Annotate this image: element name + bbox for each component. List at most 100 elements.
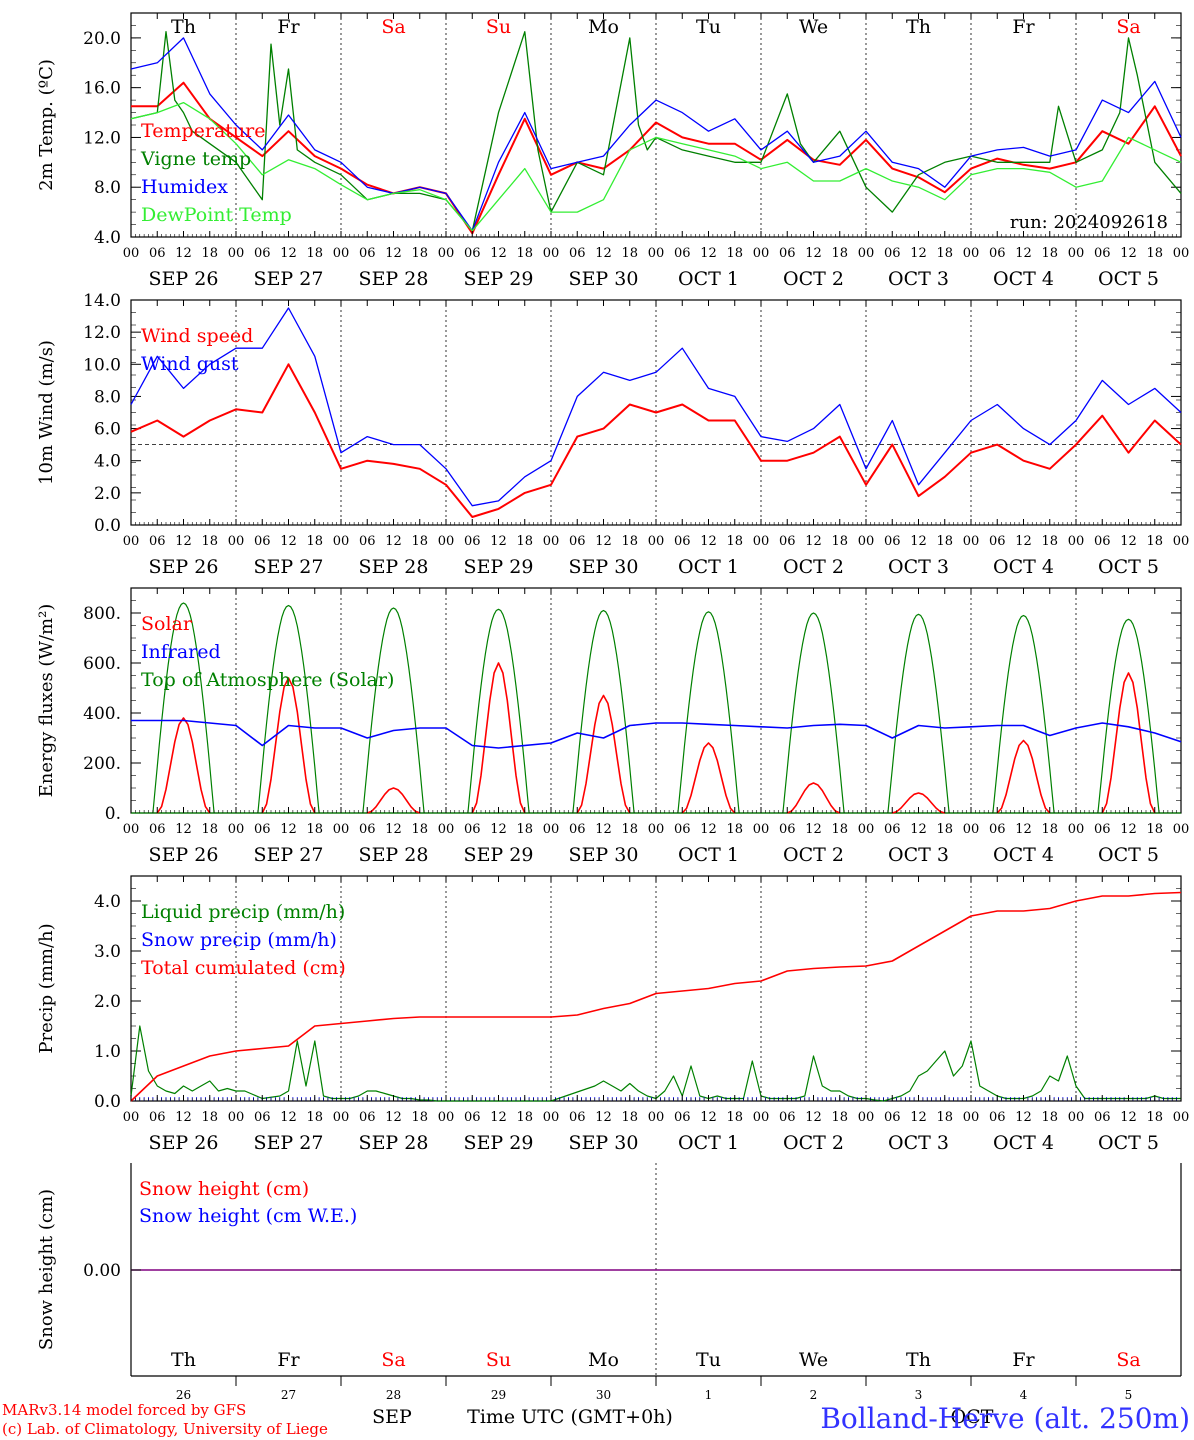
y-tick-label: 1.0 <box>94 1042 121 1062</box>
y-tick-label: 2.0 <box>94 992 121 1012</box>
hour-tick-label: 12 <box>805 534 822 549</box>
hour-tick-label: 18 <box>831 1110 848 1125</box>
y-tick-label: 6.0 <box>94 420 121 440</box>
hour-tick-label: 18 <box>411 1110 428 1125</box>
hour-tick-label: 00 <box>858 246 875 261</box>
date-label: OCT 2 <box>783 1132 844 1154</box>
legend-entry: Humidex <box>141 176 228 198</box>
hour-tick-label: 12 <box>700 246 717 261</box>
panels-layer: 4.08.012.016.020.02m Temp. (ºC)00 06 12 18 0… <box>36 12 1190 1402</box>
y-tick-label: 200. <box>83 754 121 774</box>
date-label: SEP 27 <box>254 268 324 290</box>
hour-tick-label: 12 <box>385 246 402 261</box>
series-line <box>130 31 1182 232</box>
hour-tick-label: 18 <box>621 822 638 837</box>
date-label: OCT 5 <box>1098 844 1159 866</box>
panel-2: 0.0 2.0 4.0 6.0 8.0 10.0 12.0 14.0 10m Wind (m/s… <box>36 291 1189 578</box>
hour-tick-label: 12 <box>700 1110 717 1125</box>
series-line <box>677 611 740 814</box>
hour-tick-label: 00 <box>333 534 350 549</box>
date-label: OCT 3 <box>888 556 949 578</box>
hour-tick-label: 06 <box>464 246 481 261</box>
hour-tick-label: 00 <box>648 534 665 549</box>
hour-tick-label: 00 <box>1173 246 1190 261</box>
date-label: OCT 1 <box>678 268 739 290</box>
y-tick-label: 4.0 <box>94 228 121 248</box>
series-line <box>261 677 316 814</box>
legend-entry: Top of Atmosphere (Solar) <box>141 669 394 691</box>
hour-tick-label: 12 <box>280 1110 297 1125</box>
series-line <box>131 719 1182 749</box>
date-label: OCT 4 <box>993 1132 1054 1154</box>
date-label: OCT 5 <box>1098 556 1159 578</box>
y-axis-label: 2m Temp. (ºC) <box>36 59 57 191</box>
date-label: OCT 3 <box>888 1132 949 1154</box>
series-line <box>471 662 526 814</box>
hour-tick-label: 18 <box>1146 822 1163 837</box>
series-line <box>362 607 425 814</box>
hour-tick-label: 18 <box>1041 1110 1058 1125</box>
day-number-label: 2 <box>810 1388 818 1402</box>
hour-tick-label: 00 <box>1068 1110 1085 1125</box>
legend-entry: Snow precip (mm/h) <box>141 929 337 951</box>
hour-tick-label: 18 <box>936 246 953 261</box>
hour-tick-label: 00 <box>963 822 980 837</box>
month-label-sep: SEP <box>372 1406 412 1428</box>
hour-tick-label: 00 <box>753 534 770 549</box>
legend-entry: Snow height (cm) <box>139 1178 309 1200</box>
date-label: SEP 28 <box>359 268 429 290</box>
hour-tick-label: 18 <box>726 246 743 261</box>
hour-tick-label: 06 <box>464 1110 481 1125</box>
hour-tick-label: 18 <box>936 1110 953 1125</box>
hour-tick-label: 12 <box>280 534 297 549</box>
hour-tick-label: 12 <box>385 822 402 837</box>
hour-tick-label: 06 <box>464 534 481 549</box>
hour-tick-label: 00 <box>1068 246 1085 261</box>
series-line <box>786 782 841 814</box>
hour-tick-label: 06 <box>359 822 376 837</box>
hour-tick-label: 06 <box>989 246 1006 261</box>
day-number-label: 29 <box>491 1388 506 1402</box>
series-line <box>367 787 421 814</box>
hour-tick-label: 12 <box>805 822 822 837</box>
hour-tick-label: 18 <box>621 1110 638 1125</box>
station-name: Bolland-Herve (alt. 250m) <box>820 1402 1190 1435</box>
hour-tick-label: 12 <box>1120 534 1137 549</box>
y-tick-label: 600. <box>83 654 121 674</box>
hour-tick-label: 06 <box>1094 1110 1111 1125</box>
day-number-label: 30 <box>596 1388 611 1402</box>
date-label: OCT 3 <box>888 844 949 866</box>
legend-entry: Vigne temp <box>140 148 251 170</box>
series-line <box>131 81 1182 235</box>
series-line <box>996 739 1051 814</box>
date-label: SEP 26 <box>149 844 219 866</box>
hour-tick-label: 00 <box>438 534 455 549</box>
hour-tick-label: 18 <box>201 822 218 837</box>
y-tick-label: 12.0 <box>83 128 121 148</box>
weekday-label: We <box>799 16 828 38</box>
hour-tick-label: 06 <box>989 534 1006 549</box>
hour-tick-label: 12 <box>1015 822 1032 837</box>
series-line <box>887 613 950 814</box>
date-label: OCT 3 <box>888 268 949 290</box>
month-label-oct: OCT <box>951 1406 994 1428</box>
hour-tick-label: 12 <box>700 822 717 837</box>
legend-entry: Liquid precip (mm/h) <box>141 901 345 923</box>
day-number-label: 28 <box>386 1388 401 1402</box>
hour-tick-label: 18 <box>306 534 323 549</box>
hour-tick-label: 18 <box>411 822 428 837</box>
day-number-label: 4 <box>1020 1388 1028 1402</box>
date-label: SEP 29 <box>464 556 534 578</box>
y-tick-label: 3.0 <box>94 942 121 962</box>
weekday-label: We <box>799 1349 828 1371</box>
hour-tick-label: 06 <box>254 246 271 261</box>
legend-entry: Total cumulated (cm) <box>141 957 346 979</box>
y-tick-label: 0.0 <box>94 516 121 536</box>
hour-tick-label: 18 <box>1041 534 1058 549</box>
hour-tick-label: 06 <box>779 246 796 261</box>
hour-tick-label: 00 <box>543 822 560 837</box>
hour-tick-label: 06 <box>989 822 1006 837</box>
hour-tick-label: 06 <box>569 246 586 261</box>
hour-tick-label: 00 <box>858 1110 875 1125</box>
series-line <box>1097 618 1160 814</box>
